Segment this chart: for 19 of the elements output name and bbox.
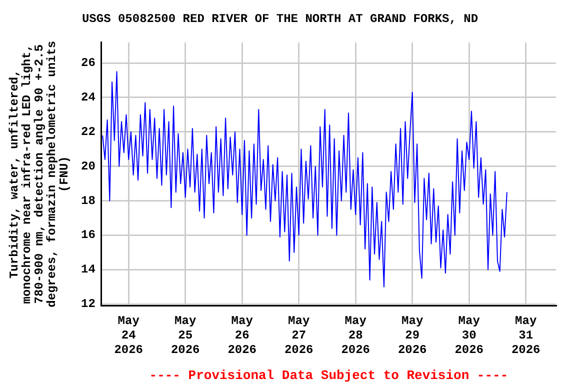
y-tick-label: 14 <box>80 262 96 277</box>
y-tick-label: 22 <box>80 124 96 139</box>
text: ---- Provisional Data Subject to Revision ---- <box>149 368 508 383</box>
x-tick-label: May 27 2026 <box>284 314 314 357</box>
x-tick-label: May 24 2026 <box>114 314 143 357</box>
x-tick-label: May 29 2026 <box>398 314 427 357</box>
x-tick-label: May 30 2026 <box>454 314 484 357</box>
x-tick-label: May 31 2026 <box>511 314 540 357</box>
y-tick-label: 24 <box>80 90 96 105</box>
x-tick-label: May 25 2026 <box>170 314 200 357</box>
y-tick-label: 16 <box>80 228 96 242</box>
chart-title: USGS 05082500 RED RIVER OF THE NORTH AT GRAND FORKS, ND <box>82 12 478 26</box>
x-tick-label: May 26 2026 <box>228 314 257 357</box>
y-tick-label: 12 <box>80 297 96 312</box>
y-tick-label: 18 <box>80 194 96 208</box>
x-tick-label: May 28 2026 <box>341 314 370 357</box>
y-axis-title: Turbidity, water, unfiltered, monochrome near infra-red LED light, 780-900 nm, detection angle 90 +-2.5 degrees, formazin nephelometric units (FNU) <box>7 40 72 308</box>
y-tick-label: 20 <box>80 159 96 174</box>
y-tick-label: 26 <box>80 56 96 70</box>
